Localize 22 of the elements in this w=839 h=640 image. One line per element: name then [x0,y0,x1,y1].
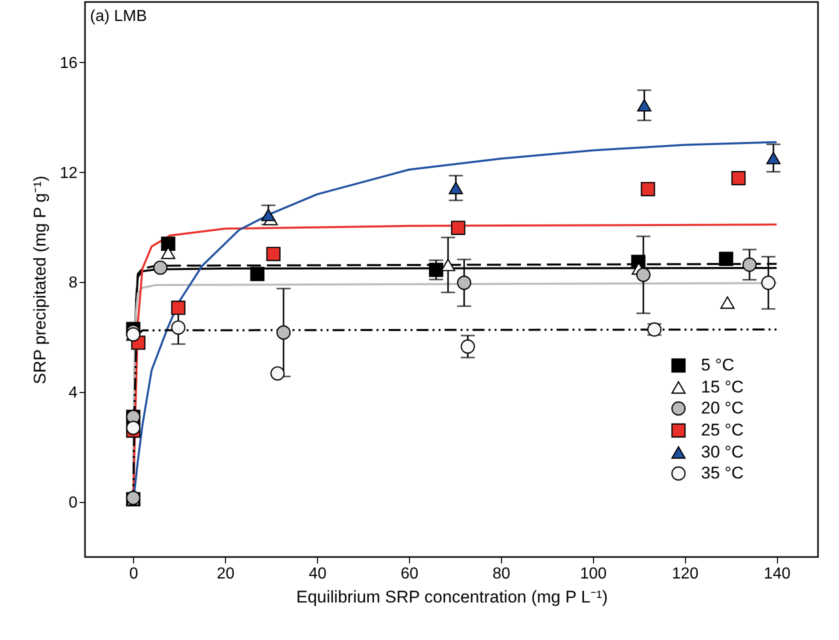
x-tick-label: 80 [492,566,510,582]
x-axis-title: Equilibrium SRP concentration (mg P L⁻¹) [296,588,608,606]
x-tick-label: 20 [216,566,235,582]
x-tick-label: 140 [764,566,791,582]
legend-label: 30 °C [701,442,744,462]
legend-label: 5 °C [701,356,734,374]
legend-label: 20 °C [701,398,744,418]
x-tick-label: 100 [580,566,607,582]
legend-label: 25 °C [701,420,744,440]
x-tick-label: 120 [672,566,699,582]
x-tick-label: 0 [129,566,138,582]
y-tick-label: 0 [68,494,78,512]
annotation: (a) LMB [90,8,147,25]
x-tick-label: 60 [400,566,418,582]
y-tick-label: 16 [60,54,78,72]
x-tick-label: 40 [308,566,327,582]
y-tick-label: 4 [68,384,78,402]
y-axis-title: SRP precipitated (mg P g⁻¹) [30,176,50,384]
y-tick-label: 12 [60,164,78,182]
y-tick-label: 8 [68,274,78,292]
legend-label: 35 °C [701,464,744,482]
legend-label: 15 °C [701,378,744,396]
